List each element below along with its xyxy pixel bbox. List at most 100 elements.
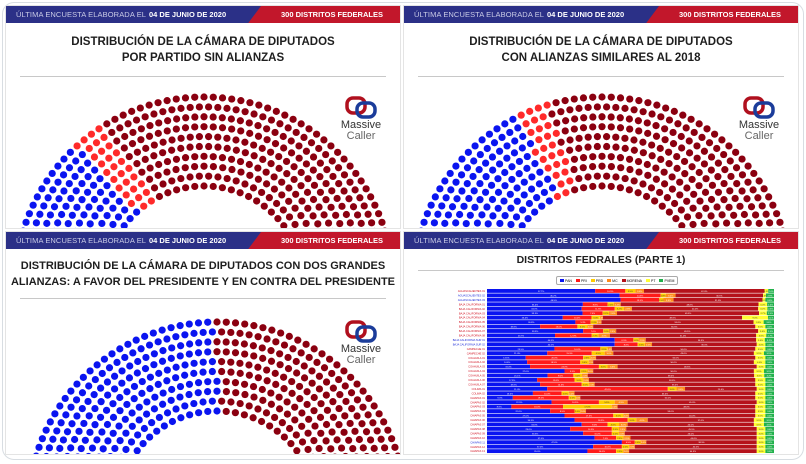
bar-segment-pri [562,315,592,320]
bar-value-label: 12.8% [570,335,576,337]
seat [493,125,501,133]
seat [115,197,123,205]
seat [110,163,118,171]
seat [603,142,611,151]
seat [122,445,130,454]
bar-segment-prd [611,426,620,431]
seat [200,182,208,190]
seat [102,406,111,414]
seat [738,228,745,229]
seat [327,142,335,150]
seat [733,179,741,188]
bar-segment-pt [755,324,766,329]
seat [683,184,691,192]
bar-value-label: 55.5% [673,358,679,360]
seat [511,137,519,145]
bar-value-label: 14.5% [558,384,564,386]
panel-district-bars[interactable]: ÚLTIMA ENCUESTA ELABORADA EL 04 DE JUNIO… [403,231,799,455]
bar-value-label: 46.5% [551,300,557,302]
seat [452,219,460,227]
seat [59,436,68,444]
bar-segment-pri [527,360,581,365]
seat [718,136,726,144]
bar-value-label: 4.0% [602,335,607,337]
seat [38,185,46,193]
seat [116,124,124,132]
seat [128,107,136,115]
legend-swatch [590,279,595,283]
seat [375,410,383,418]
bar-segment-morena [645,337,757,342]
seat [528,173,536,181]
bar-segment-morena [624,431,757,436]
panel-seats-2018-alliances[interactable]: ÚLTIMA ENCUESTA ELABORADA EL 04 DE JUNIO… [403,5,799,229]
legend-item: PAN [560,279,572,283]
seat [109,400,117,408]
seat [438,228,445,229]
seat [535,136,543,144]
seat [315,372,324,380]
logo-text-line1: Massive [340,343,382,355]
seat [316,188,325,196]
bar-value-label: 38.5% [698,340,704,342]
seat [329,384,337,392]
seat [241,390,249,399]
seat [316,413,325,421]
bar-segment-pvem [765,386,774,391]
bar-value-label: 7.0% [591,331,596,333]
seat [294,336,302,344]
seat [113,358,121,366]
seat [172,165,180,174]
seat [240,340,248,348]
bar-value-label: 10.0% [599,451,605,453]
seat [154,380,162,389]
bar-segment-pan [487,329,584,333]
seat [275,152,283,161]
seat [458,187,466,195]
bar-value-label: 18.5% [551,362,557,364]
panel-seats-no-alliances[interactable]: ÚLTIMA ENCUESTA ELABORADA EL 04 DE JUNIO… [5,5,401,229]
district-label: CAMPECHE 02 [467,351,486,355]
seat [168,344,176,352]
seat [310,181,319,189]
logo-icon [345,320,377,343]
seat [462,219,470,228]
bar-value-label: 2.5% [613,433,618,435]
bar-segment-pri [582,311,603,316]
survey-header: ÚLTIMA ENCUESTA ELABORADA EL 04 DE JUNIO… [404,6,798,23]
bar-segment-pri [575,320,591,324]
seat [204,387,212,396]
seat [522,120,530,128]
bar-segment-prd [583,355,591,360]
bar-value-label: 33.4% [532,304,538,306]
seat [177,414,185,422]
seat [29,201,37,209]
seat [182,114,190,122]
bar-value-label: 2.0% [612,407,617,409]
seat [186,103,194,112]
seat [295,154,303,162]
seat [271,128,279,137]
panel-seats-two-alliances[interactable]: ÚLTIMA ENCUESTA ELABORADA EL 04 DE JUNIO… [5,231,401,455]
bar-value-label: 3.0% [637,291,642,293]
bar-segment-pvem [765,435,774,440]
bar-segment-pan [487,426,571,431]
seat [464,148,472,156]
seat [245,119,253,127]
bar-segment-pan [487,297,621,302]
seat [495,147,504,155]
seat [561,168,569,176]
seat [720,150,728,159]
bar-value-label: 4.5% [596,353,601,355]
seat [566,177,574,185]
seat [241,320,249,328]
seat [470,157,478,165]
seat [190,369,198,377]
bar-value-label: 1.8% [661,295,666,297]
seat [236,369,244,377]
bar-segment-pt [755,382,766,387]
seat [423,210,431,218]
bar-segment-pvem [765,391,774,396]
seat [584,133,592,141]
